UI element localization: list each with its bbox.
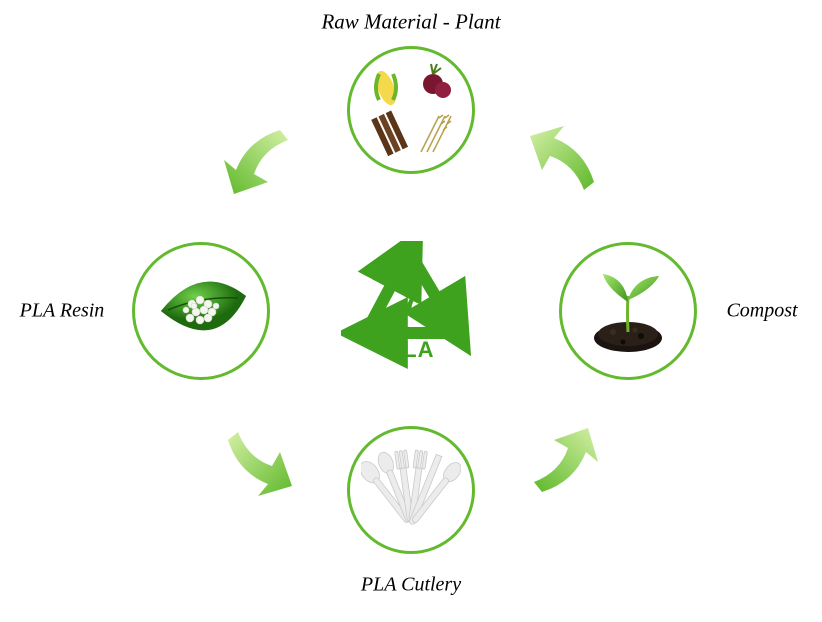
- label-pla-resin: PLA Resin: [20, 300, 105, 323]
- node-compost: [559, 242, 697, 380]
- pla-recycling-symbol: 7 PLA: [341, 241, 481, 381]
- label-raw-material: Raw Material - Plant: [321, 10, 500, 35]
- recycle-text: PLA: [341, 337, 481, 363]
- label-compost: Compost: [726, 300, 797, 323]
- node-pla-cutlery: [347, 426, 475, 554]
- arrow-compost-to-raw: [524, 120, 604, 200]
- cutlery-icon: [361, 440, 461, 540]
- node-raw-material: [347, 46, 475, 174]
- arrow-cutlery-to-compost: [524, 422, 604, 502]
- plants-icon: [361, 60, 461, 160]
- sprout-icon: [573, 256, 683, 366]
- arrow-raw-to-resin: [218, 120, 298, 200]
- arrow-resin-to-cutlery: [218, 422, 298, 502]
- label-pla-cutlery: PLA Cutlery: [361, 574, 461, 597]
- recycle-number: 7: [341, 281, 481, 320]
- node-pla-resin: [132, 242, 270, 380]
- leaf-pellets-icon: [146, 256, 256, 366]
